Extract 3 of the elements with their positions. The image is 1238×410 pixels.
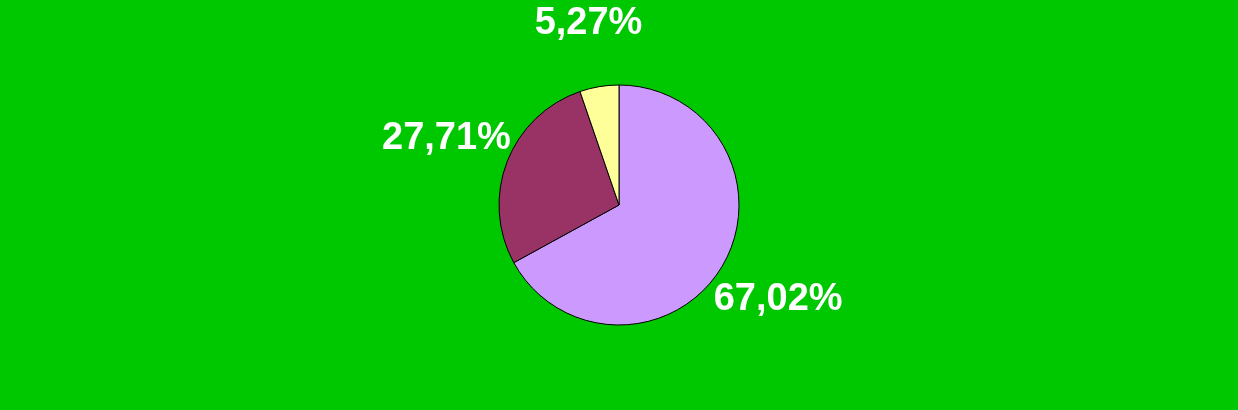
data-label: 27,71% (382, 115, 511, 158)
data-label: 67,02% (713, 276, 843, 319)
data-label: 5,27% (534, 0, 643, 42)
